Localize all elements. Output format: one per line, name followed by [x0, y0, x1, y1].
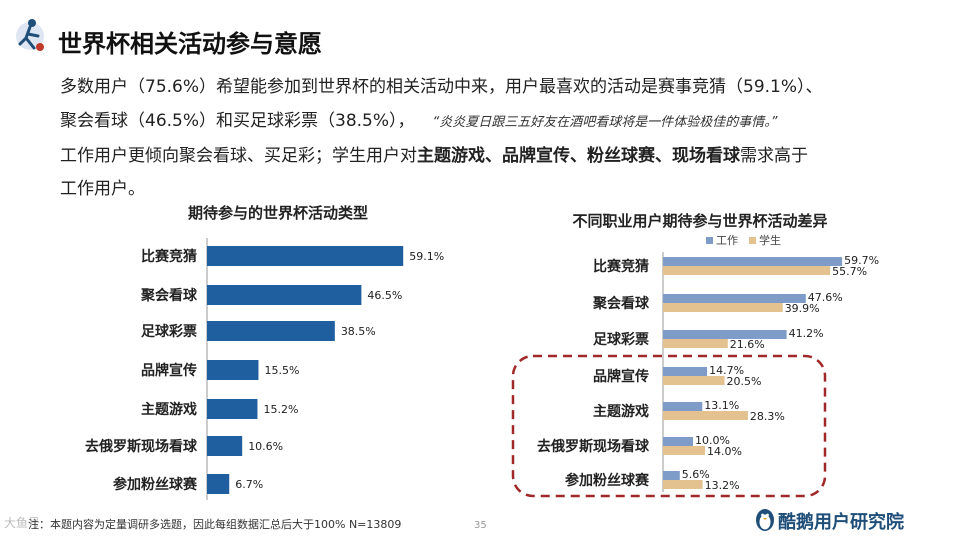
right-data-label-work: 47.6%: [808, 291, 843, 304]
legend-swatch-student: [749, 237, 756, 244]
right-bar-student: [663, 303, 783, 312]
right-data-label-work: 10.0%: [695, 434, 730, 447]
right-data-label-student: 28.3%: [750, 410, 785, 423]
right-bar-work: [663, 294, 806, 303]
page-number: 35: [474, 520, 487, 531]
right-data-label-work: 59.7%: [844, 254, 879, 267]
right-data-label-work: 5.6%: [682, 468, 710, 481]
right-data-label-work: 13.1%: [704, 399, 739, 412]
left-category-label: 聚会看球: [140, 287, 198, 304]
left-data-label: 10.6%: [248, 440, 283, 453]
summary-line-2: 聚会看球（46.5%）和买足球彩票（38.5%）， “炎炎夏日跟三五好友在酒吧看球…: [60, 106, 778, 131]
right-bar-student: [663, 376, 725, 385]
summary-line-3-bold: 主题游戏、品牌宣传、粉丝球赛、现场看球: [417, 146, 740, 166]
left-data-label: 38.5%: [341, 325, 376, 338]
legend-swatch-work: [706, 237, 713, 244]
right-bar-student: [663, 411, 748, 420]
left-category-label: 比赛竞猜: [141, 248, 197, 265]
summary-line-3: 工作用户更倾向聚会看球、买足彩；学生用户对主题游戏、品牌宣传、粉丝球赛、现场看球…: [60, 141, 808, 166]
left-category-label: 品牌宣传: [141, 362, 197, 379]
right-bar-student: [663, 266, 831, 275]
right-data-label-student: 55.7%: [832, 265, 867, 278]
right-bar-work: [663, 471, 680, 480]
brand-name: 酷鹅用户研究院: [778, 512, 904, 533]
footnote: 注：本题内容为定量调研多选题，因此每组数据汇总后大于100% N=13809: [28, 518, 402, 531]
watermark: 大鱼号: [4, 516, 41, 530]
right-chart-title: 不同职业用户期待参与世界杯活动差异: [572, 212, 827, 230]
user-quote: “炎炎夏日跟三五好友在酒吧看球将是一件体验极佳的事情。”: [432, 115, 778, 130]
right-bar-student: [663, 339, 728, 348]
right-data-label-student: 39.9%: [785, 302, 820, 315]
summary-line-2-text: 聚会看球（46.5%）和买足球彩票（38.5%），: [60, 111, 415, 131]
left-chart-title: 期待参与的世界杯活动类型: [188, 204, 368, 222]
summary-line-3-end: 需求高于: [740, 146, 808, 166]
highlight-box: [511, 354, 827, 498]
soccer-player-icon: [16, 19, 44, 51]
left-bar: [207, 285, 362, 305]
right-category-label: 足球彩票: [593, 331, 649, 348]
left-category-label: 足球彩票: [141, 323, 197, 340]
left-bar: [207, 321, 335, 341]
right-data-label-work: 41.2%: [789, 327, 824, 340]
right-bar-student: [663, 446, 705, 455]
right-bar-work: [663, 402, 703, 411]
right-bar-work: [663, 437, 693, 446]
summary-line-3-start: 工作用户更倾向聚会看球、买足彩；学生用户对: [60, 146, 417, 166]
left-category-label: 去俄罗斯现场看球: [85, 438, 198, 455]
right-category-label: 品牌宣传: [593, 368, 649, 385]
summary-line-1: 多数用户（75.6%）希望能参加到世界杯的相关活动中来，用户最喜欢的活动是赛事竞…: [60, 77, 823, 97]
left-category-label: 参加粉丝球赛: [113, 476, 198, 493]
right-data-label-student: 21.6%: [730, 338, 765, 351]
right-category-label: 比赛竞猜: [593, 258, 649, 275]
right-data-label-student: 13.2%: [705, 479, 740, 492]
left-bar: [207, 399, 258, 419]
left-data-label: 59.1%: [409, 250, 444, 263]
right-bar-student: [663, 480, 703, 489]
right-category-label: 主题游戏: [593, 403, 649, 420]
left-bar: [207, 360, 259, 380]
right-category-label: 去俄罗斯现场看球: [537, 438, 650, 455]
summary-line-4: 工作用户。: [60, 179, 145, 199]
right-data-label-student: 14.0%: [707, 445, 742, 458]
right-data-label-student: 20.5%: [727, 375, 762, 388]
legend-label-student: 学生: [759, 233, 781, 247]
right-bar-work: [663, 367, 708, 376]
left-bar: [207, 474, 230, 494]
right-category-label: 聚会看球: [592, 295, 650, 312]
left-bar: [207, 246, 404, 266]
left-data-label: 6.7%: [235, 478, 263, 491]
right-data-label-work: 14.7%: [709, 364, 744, 377]
right-bar-work: [663, 330, 787, 339]
left-category-label: 主题游戏: [141, 401, 197, 418]
left-data-label: 15.2%: [263, 403, 298, 416]
left-data-label: 15.5%: [264, 364, 299, 377]
legend-label-work: 工作: [716, 234, 738, 247]
penguin-logo-icon: [756, 509, 774, 531]
right-category-label: 参加粉丝球赛: [565, 472, 650, 489]
left-data-label: 46.5%: [367, 289, 402, 302]
right-bar-work: [663, 257, 843, 266]
left-bar: [207, 436, 243, 456]
page-title: 世界杯相关活动参与意愿: [58, 30, 322, 58]
